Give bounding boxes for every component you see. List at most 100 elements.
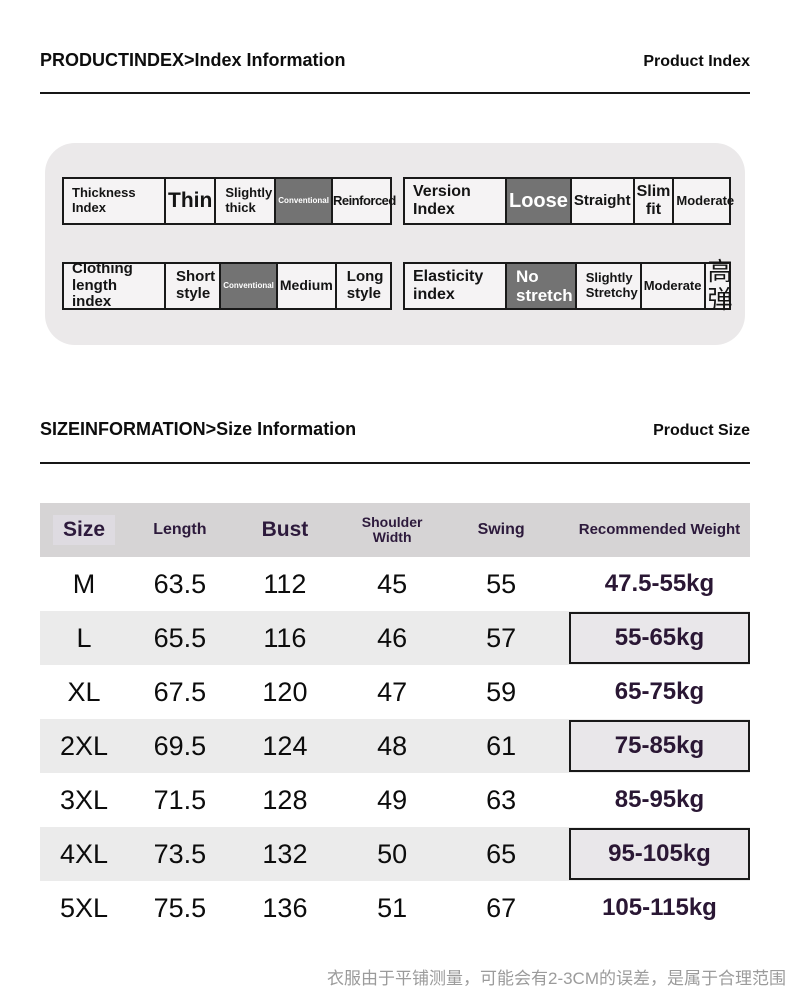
weight-cell: 65-75kg [556,665,750,719]
index-panel: Thickness Index Thin Slightly thick Convent… [45,143,745,345]
size-value-cell: 55 [486,568,517,599]
size-row: M 63.5 112 45 55 47.5-55kg [40,557,750,611]
index-option: Thin [164,179,214,223]
size-table: Size Length Bust Shoulder Width Swing Re… [40,503,750,935]
size-label-cell: 5XL [59,892,109,923]
clothing-length-index-table: Clothing length index Short style Conventi… [62,259,392,311]
size-label-cell: 2XL [59,730,109,761]
weight-cell: 95-105kg [556,828,750,880]
weight-value: 105-115kg [602,894,717,921]
index-table-label: Clothing length index [72,259,133,311]
size-label-cell: M [72,568,96,599]
divider [40,462,750,464]
index-option: Short style [164,264,219,308]
measurement-disclaimer: 衣服由于平铺测量，可能会有2-3CM的误差，是属于合理范围 [326,969,786,988]
size-value-cell: 49 [377,784,408,815]
version-index-table: Version Index Loose Straight Slim fit Modera… [403,177,734,225]
size-label-cell: 4XL [59,838,109,869]
size-value-cell: 67 [486,892,517,923]
size-value-cell: 69.5 [153,730,207,761]
size-row: XL 67.5 120 47 59 65-75kg [40,665,750,719]
index-table-label: Elasticity index [413,268,484,303]
size-value-cell: 67.5 [153,676,207,707]
size-value-cell: 59 [486,676,517,707]
size-table-body: M 63.5 112 45 55 47.5-55kg L 65.5 116 46 57 55-65kg… [40,557,750,935]
size-information-subtitle: Product Size [653,422,750,439]
weight-cell: 47.5-55kg [556,557,750,611]
product-index-title: PRODUCTINDEX>Index Information [40,50,346,70]
size-value-cell: 45 [377,568,408,599]
size-value-cell: 128 [262,784,308,815]
weight-cell: 105-115kg [556,881,750,935]
divider [40,92,750,94]
weight-value: 65-75kg [614,678,705,705]
index-option: 高弹 [703,258,735,314]
column-header-shoulder-width: Shoulder Width [361,513,423,545]
index-option: Slim fit [632,179,673,223]
thickness-index-table: Thickness Index Thin Slightly thick Convent… [62,177,396,225]
size-row: 3XL 71.5 128 49 63 85-95kg [40,773,750,827]
size-table-header-row: Size Length Bust Shoulder Width Swing Re… [40,503,750,557]
weight-value: 55-65kg [568,612,750,664]
index-option-selected: Conventional [274,179,331,223]
index-table-label: Version Index [413,183,471,218]
index-option-selected: Conventional [219,264,276,308]
size-value-cell: 136 [262,892,308,923]
index-option: Long style [334,264,390,308]
weight-value: 47.5-55kg [604,570,715,597]
size-value-cell: 75.5 [153,892,207,923]
size-value-cell: 50 [377,838,408,869]
product-index-subtitle: Product Index [643,53,750,70]
size-value-cell: 61 [486,730,517,761]
index-option: Slightly Stretchy [574,264,640,308]
size-value-cell: 46 [377,622,408,653]
size-row: L 65.5 116 46 57 55-65kg [40,611,750,665]
size-value-cell: 71.5 [153,784,207,815]
size-value-cell: 57 [486,622,517,653]
index-option: Moderate [672,179,736,223]
size-row: 5XL 75.5 136 51 67 105-115kg [40,881,750,935]
weight-cell: 75-85kg [556,720,750,772]
column-header-label: Recommended Weight [578,520,741,538]
size-label-cell: XL [67,676,101,707]
column-header-length: Length [153,521,207,539]
size-value-cell: 124 [262,730,308,761]
weight-value: 85-95kg [614,786,705,813]
elasticity-index-table: Elasticity index No stretch Slightly Stret… [403,258,733,314]
size-value-cell: 132 [262,838,308,869]
product-index-header: PRODUCTINDEX>Index Information Product I… [40,50,750,71]
size-value-cell: 112 [263,568,307,599]
size-value-cell: 65.5 [153,622,207,653]
size-value-cell: 63 [486,784,517,815]
column-header-recommended-weight: Recommended Weight [556,520,750,539]
size-information-header: SIZEINFORMATION>Size Information Product… [40,419,750,440]
size-value-cell: 73.5 [153,838,207,869]
size-value-cell: 65 [486,838,517,869]
index-option: Medium [275,264,335,308]
size-row: 4XL 73.5 132 50 65 95-105kg [40,827,750,881]
weight-cell: 85-95kg [556,773,750,827]
weight-value: 95-105kg [568,828,750,880]
column-header-bust: Bust [261,518,309,542]
weight-value: 75-85kg [568,720,750,772]
size-value-cell: 51 [377,892,408,923]
size-value-cell: 48 [377,730,408,761]
size-row: 2XL 69.5 124 48 61 75-85kg [40,719,750,773]
weight-cell: 55-65kg [556,612,750,664]
index-option: Straight [569,179,633,223]
size-value-cell: 47 [377,676,408,707]
index-table-label: Thickness Index [72,185,136,215]
size-label-cell: 3XL [59,784,109,815]
index-option: Slightly thick [214,179,274,223]
size-value-cell: 63.5 [153,568,207,599]
column-header-swing: Swing [477,521,525,539]
size-value-cell: 116 [263,622,307,653]
size-label-cell: L [76,622,92,653]
column-header-label: Size [53,514,116,546]
index-option-selected: No stretch [505,264,575,308]
size-information-title: SIZEINFORMATION>Size Information [40,419,357,439]
index-option-selected: Loose [505,179,570,223]
index-option: Moderate [639,264,704,308]
index-option: Reinforced [330,179,396,223]
